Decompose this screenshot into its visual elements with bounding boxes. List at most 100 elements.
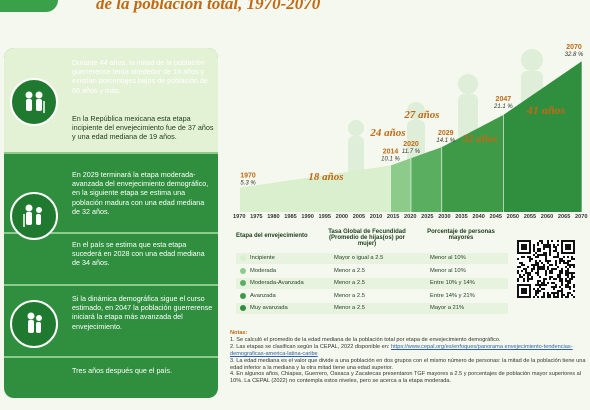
stage-percentage: Mayor a 21%: [430, 305, 465, 311]
aging-people-icon: [10, 192, 58, 240]
milestone-year: 1970: [240, 173, 256, 180]
x-tick-label: 1990: [301, 214, 314, 220]
x-tick-label: 1975: [250, 214, 263, 220]
stage-median-age: 41 años: [526, 103, 566, 117]
x-tick-label: 2050: [506, 214, 520, 220]
note-3: 3. La edad mediana es el valor que divid…: [230, 357, 586, 371]
panel-text-5: Si la dinámica demográfica sigue el curs…: [72, 294, 213, 331]
note-2: 2. Las etapas se clasifican según la CEP…: [230, 343, 390, 350]
page-title: de la población total, 1970-2070: [96, 0, 321, 13]
elderly-couple-icon: [10, 78, 58, 126]
x-tick-label: 1970: [233, 214, 246, 220]
milestone-year: 2020: [403, 141, 419, 148]
stage-name: Avanzada: [250, 292, 276, 299]
stage-name: Incipiente: [250, 255, 275, 261]
x-tick-label: 2025: [421, 214, 434, 220]
milestone-percent: 21.1 %: [493, 104, 513, 110]
stage-color-dot: [240, 305, 246, 311]
stage-median-age: 18 años: [308, 171, 343, 183]
milestone-percent: 14.1 %: [436, 138, 455, 144]
table-row: Moderada Menor a 2.5 Menor al 10%: [236, 265, 508, 277]
stage-percentage: Menor al 10%: [430, 255, 466, 261]
milestone-year: 2070: [566, 44, 582, 51]
stage-percentage: Entre 14% y 21%: [430, 292, 475, 299]
milestone-year: 2047: [496, 96, 512, 103]
x-tick-label: 2070: [575, 214, 588, 220]
x-tick-label: 1980: [267, 214, 280, 220]
x-tick-label: 2010: [369, 214, 383, 220]
stage-tgf: Mayor o igual a 2.5: [334, 255, 384, 261]
stages-table: Etapa del envejecimiento Tasa Global de …: [236, 229, 508, 321]
table-header-stage: Etapa del envejecimiento: [236, 233, 308, 239]
x-tick-label: 2060: [540, 214, 554, 220]
x-tick-label: 2035: [455, 214, 468, 220]
panel-text-1: Durante 44 años, la mitad de la població…: [72, 58, 208, 95]
table-row: Avanzada Menor a 2.5 Entre 14% y 21%: [236, 290, 508, 302]
table-header-tgf: Tasa Global de Fecundidad (Promedio de h…: [328, 229, 406, 247]
stage-color-dot: [240, 280, 246, 286]
divider: [4, 232, 218, 234]
divider: [4, 356, 218, 358]
panel-text-6: Tres años después que el país.: [72, 366, 173, 375]
milestone-year: 2029: [438, 130, 454, 137]
stage-color-dot: [240, 267, 246, 274]
x-tick-label: 2030: [438, 214, 451, 220]
stage-median-age: 32 años: [461, 133, 497, 145]
stage-median-age: 27 años: [403, 109, 439, 121]
stage-median-age: 24 años: [369, 127, 405, 139]
table-header-pct: Porcentaje de personas mayores: [427, 229, 495, 241]
stage-percentage: Menor al 10%: [430, 267, 466, 274]
x-axis-years: 1970 1975 1980 1985 1990 1995 2000 2005 2010 2015…: [233, 214, 588, 224]
note-1: 1. Se calculó el promedio de la edad med…: [230, 336, 501, 343]
x-tick-label: 2005: [352, 214, 366, 220]
x-tick-label: 2015: [386, 214, 400, 220]
x-tick-label: 2065: [557, 214, 571, 220]
stage-tgf: Menor a 2.5: [334, 267, 365, 274]
qr-code[interactable]: [517, 240, 575, 298]
x-tick-label: 2055: [523, 214, 537, 220]
milestone-percent: 5.3 %: [240, 181, 256, 187]
area-incipiente: [240, 165, 391, 212]
x-tick-label: 1995: [318, 214, 331, 220]
stage-tgf: Menor a 2.5: [334, 305, 365, 311]
notes: Notas: 1. Se calculó el promedio de la e…: [230, 330, 586, 385]
stage-name: Moderada: [250, 267, 277, 274]
milestone-year: 2014: [383, 149, 399, 156]
stage-color-dot: [240, 292, 246, 299]
note-4: 4. En algunos años, Chiapas, Guerrero, O…: [230, 371, 581, 385]
divider: [4, 152, 218, 154]
panel-text-4: En el país se estima que esta etapa suce…: [72, 240, 205, 268]
stage-percentage: Entre 10% y 14%: [430, 280, 475, 286]
table-row: Incipiente Mayor o igual a 2.5 Menor al 10…: [236, 253, 508, 264]
stage-tgf: Menor a 2.5: [334, 280, 365, 286]
milestone-percent: 32.8 %: [565, 52, 584, 58]
area-moderada: [390, 158, 411, 212]
elderly-person-icon: [10, 300, 58, 348]
x-tick-label: 2000: [335, 214, 349, 220]
divider: [4, 284, 218, 286]
x-tick-label: 1985: [284, 214, 297, 220]
stage-tgf: Menor a 2.5: [334, 292, 365, 299]
stage-name: Muy avanzada: [250, 305, 288, 311]
stage-name: Moderada-Avanzada: [250, 280, 304, 286]
x-tick-label: 2020: [404, 214, 417, 220]
table-row: Muy avanzada Menor a 2.5 Mayor a 21%: [236, 303, 508, 314]
note-2-link[interactable]: https://www.cepal.org/es/enfoques/panora…: [230, 343, 573, 357]
panel-text-3: En 2029 terminará la etapa moderada-avan…: [72, 170, 209, 216]
table-row: Moderada-Avanzada Menor a 2.5 Entre 10% y …: [236, 278, 508, 289]
area-muy-avanzada: [503, 61, 582, 213]
milestone-percent: 11.7 %: [402, 149, 421, 155]
x-tick-label: 2045: [489, 214, 502, 220]
milestone-percent: 10.1 %: [381, 157, 400, 163]
notes-title: Notas:: [230, 330, 248, 336]
stage-color-dot: [240, 255, 246, 261]
area-moderada-avanzada: [411, 147, 442, 212]
area-avanzada: [441, 114, 504, 212]
